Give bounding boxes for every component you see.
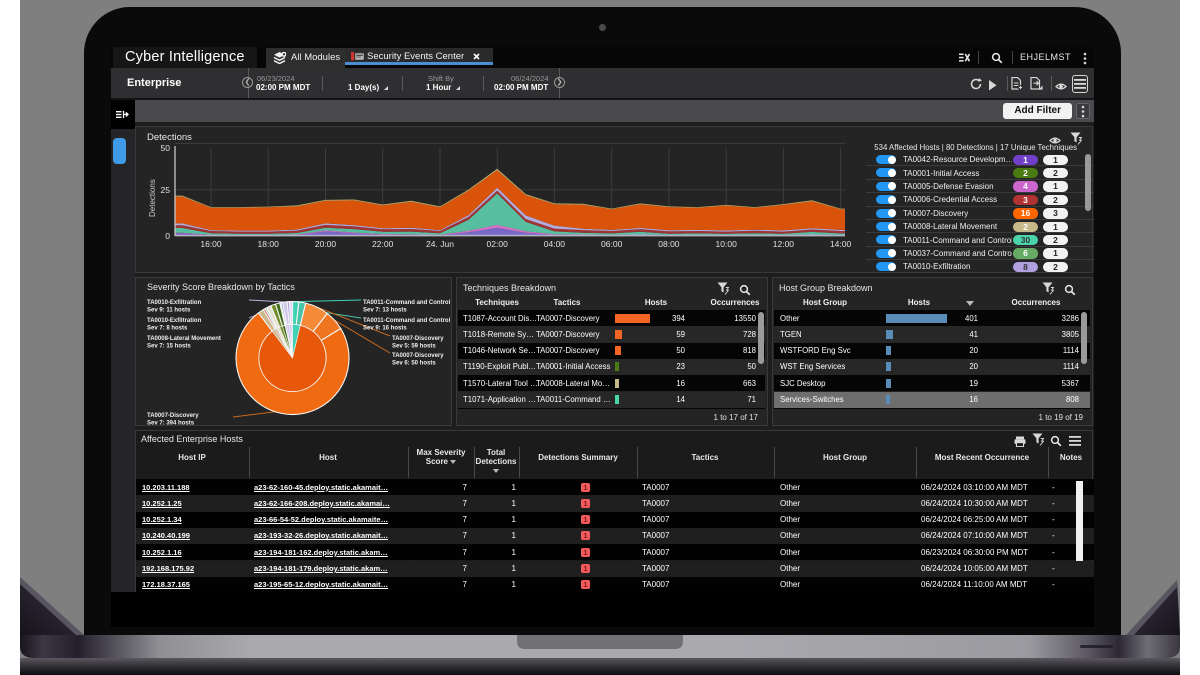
- svg-text:TA0011-Command and Control: TA0011-Command and Control: [363, 318, 451, 324]
- svg-text:TA0010-Exfiltration: TA0010-Exfiltration: [147, 318, 202, 324]
- svg-text:20:00: 20:00: [315, 239, 337, 249]
- svg-text:TA0007-Discovery: TA0007-Discovery: [392, 353, 444, 359]
- svg-text:18:00: 18:00: [258, 239, 280, 249]
- svg-text:Sev 5: 59 hosts: Sev 5: 59 hosts: [392, 344, 436, 350]
- svg-text:0: 0: [165, 231, 170, 241]
- svg-text:TA0010-Exfiltration: TA0010-Exfiltration: [147, 300, 202, 306]
- svg-text:24. Jun: 24. Jun: [426, 239, 454, 249]
- svg-text:10:00: 10:00: [716, 239, 738, 249]
- svg-text:TA0008-Lateral Movement: TA0008-Lateral Movement: [147, 336, 221, 342]
- svg-text:25: 25: [161, 185, 171, 195]
- svg-text:TA0007-Discovery: TA0007-Discovery: [392, 336, 444, 342]
- svg-text:Sev 6: 50 hosts: Sev 6: 50 hosts: [392, 361, 436, 367]
- svg-text:Sev 7: 8 hosts: Sev 7: 8 hosts: [147, 326, 188, 332]
- svg-text:08:00: 08:00: [658, 239, 680, 249]
- svg-text:TA0011-Command and Control: TA0011-Command and Control: [363, 300, 451, 306]
- svg-text:Sev 7: 13 hosts: Sev 7: 13 hosts: [363, 308, 407, 314]
- svg-text:16:00: 16:00: [200, 239, 222, 249]
- svg-text:Sev 9: 16 hosts: Sev 9: 16 hosts: [363, 326, 407, 332]
- svg-text:14:00: 14:00: [830, 239, 852, 249]
- svg-text:06:00: 06:00: [601, 239, 623, 249]
- svg-text:Sev 9: 11 hosts: Sev 9: 11 hosts: [147, 308, 191, 314]
- svg-text:50: 50: [161, 143, 171, 153]
- svg-text:Sev 7: 15 hosts: Sev 7: 15 hosts: [147, 344, 191, 350]
- svg-text:04:00: 04:00: [544, 239, 566, 249]
- svg-text:02:00: 02:00: [487, 239, 509, 249]
- svg-text:22:00: 22:00: [372, 239, 394, 249]
- svg-text:Sev 7: 394 hosts: Sev 7: 394 hosts: [147, 421, 195, 427]
- svg-text:TA0007-Discovery: TA0007-Discovery: [147, 413, 199, 419]
- svg-text:12:00: 12:00: [773, 239, 795, 249]
